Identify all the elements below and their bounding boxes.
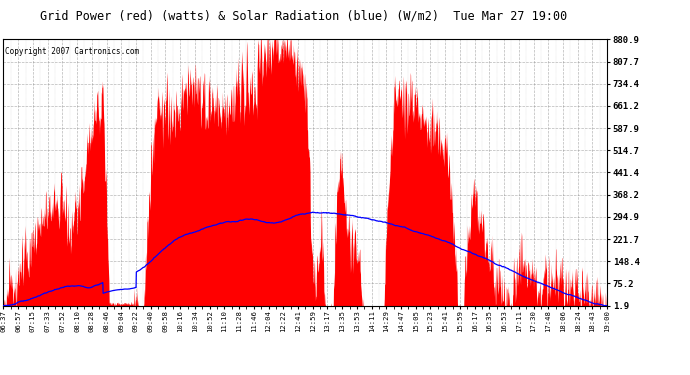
Text: Grid Power (red) (watts) & Solar Radiation (blue) (W/m2)  Tue Mar 27 19:00: Grid Power (red) (watts) & Solar Radiati…: [40, 9, 567, 22]
Text: Copyright 2007 Cartronics.com: Copyright 2007 Cartronics.com: [6, 47, 139, 56]
